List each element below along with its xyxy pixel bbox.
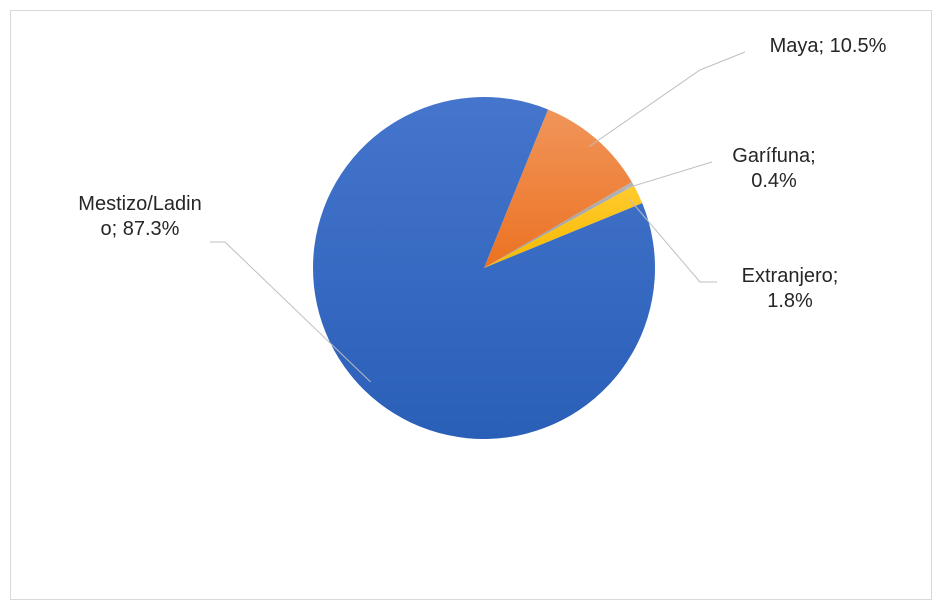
pie-slice-maya	[484, 109, 632, 268]
data-label-line: Maya; 10.5%	[770, 35, 887, 57]
pie-slices	[313, 97, 655, 439]
leader-line-mestizo-ladino	[210, 241, 371, 383]
data-label-line: 1.8%	[767, 290, 813, 312]
leader-line-gar-funa	[623, 161, 713, 190]
data-labels: Maya; 10.5% Garífuna; 0.4% Extranjero; 1.8% M…	[78, 35, 886, 312]
data-label-line: o; 87.3%	[101, 218, 180, 240]
leader-lines	[210, 51, 746, 383]
pie-slice-extranjero	[484, 185, 643, 268]
leader-line-maya	[588, 51, 746, 147]
data-label-gar-funa: Garífuna; 0.4%	[732, 145, 815, 192]
leader-line-extranjero	[628, 198, 717, 283]
pie-slice-mestizo-ladino	[313, 97, 655, 439]
data-label-maya: Maya; 10.5%	[770, 35, 887, 57]
data-label-mestizo-ladino: Mestizo/Ladin o; 87.3%	[78, 193, 201, 240]
data-label-line: Garífuna;	[732, 145, 815, 167]
data-label-extranjero: Extranjero; 1.8%	[742, 265, 839, 312]
data-label-line: 0.4%	[751, 170, 797, 192]
data-label-line: Mestizo/Ladin	[78, 193, 201, 215]
data-label-line: Extranjero;	[742, 265, 839, 287]
pie-slice-gar-funa	[484, 181, 634, 268]
